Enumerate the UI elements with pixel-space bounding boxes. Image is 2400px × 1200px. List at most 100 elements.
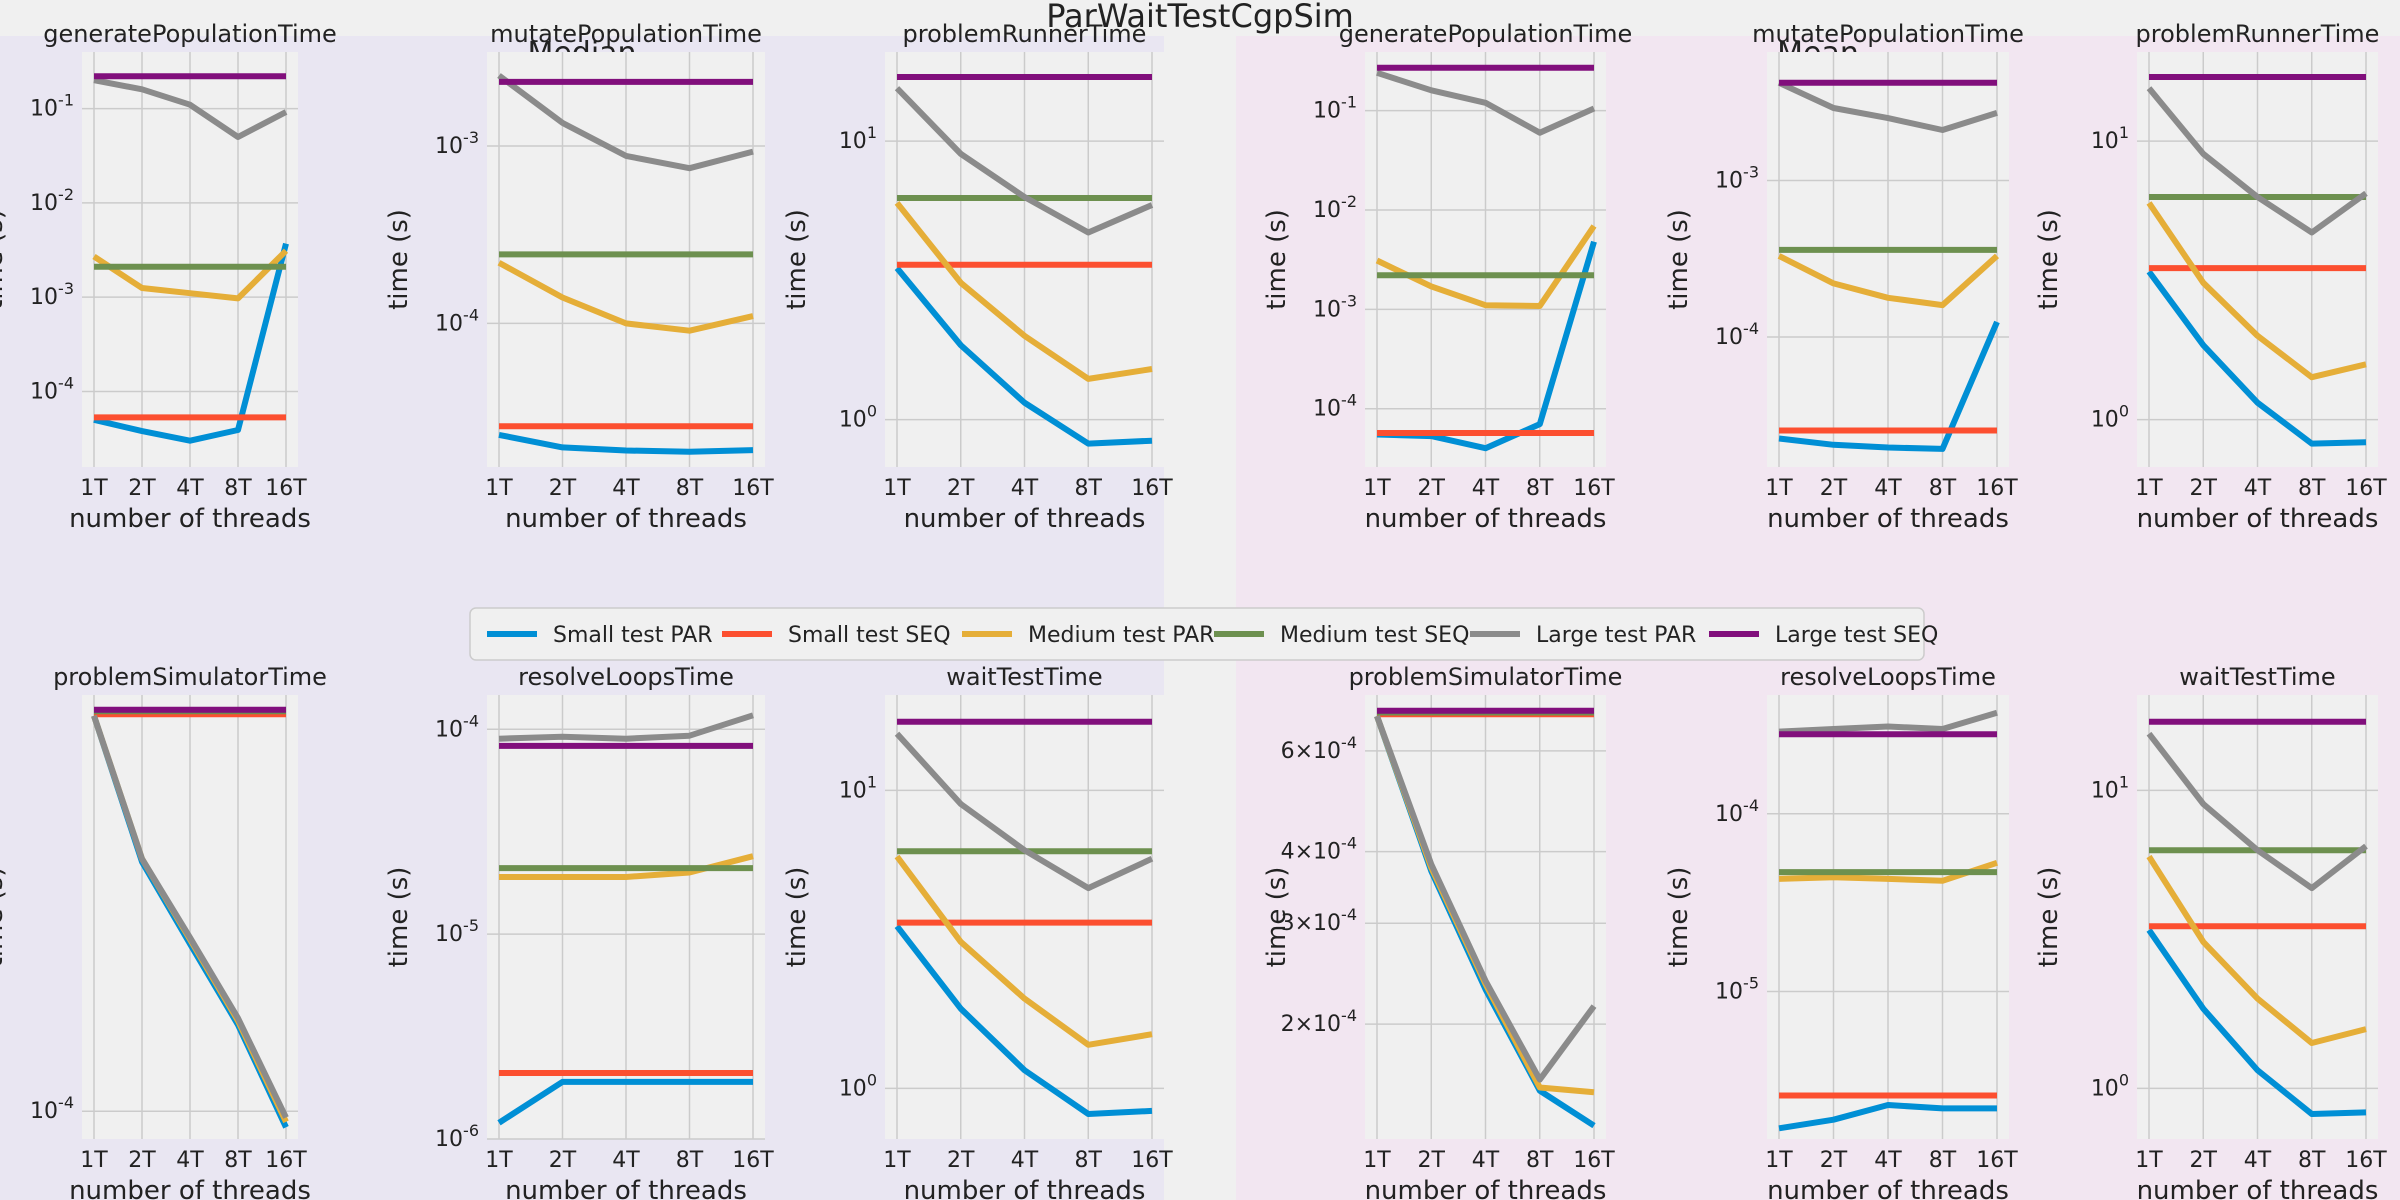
- subplot-title: waitTestTime: [946, 663, 1102, 691]
- x-tick-label: 2T: [128, 1148, 156, 1173]
- x-tick-label: 1T: [80, 476, 108, 501]
- series-line-large-test-par: [2146, 86, 2368, 236]
- x-tick-label: 1T: [2135, 476, 2163, 501]
- x-axis-label: number of threads: [1365, 1176, 1607, 1200]
- subplot-mean-resolveLoopsTime: 1T 2T 4T 8T 16T 10-4 10-5 resolveLoopsTime numbe…: [1664, 663, 2018, 1200]
- subplot-mean-mutatePopulationTime: 1T 2T 4T 8T 16T 10-3 10-4 mutatePopulationTime n…: [1664, 20, 2024, 534]
- subplot-title: generatePopulationTime: [1339, 20, 1633, 48]
- x-tick-label: 2T: [1820, 476, 1848, 501]
- series-line-large-test-par: [894, 86, 1154, 236]
- y-tick-label: 10-4: [435, 711, 479, 742]
- subplot-title: problemSimulatorTime: [1349, 663, 1623, 691]
- subplot-median-problemSimulatorTime: 1T 2T 4T 8T 16T 10-4 problemSimulatorTime numbe…: [0, 663, 327, 1200]
- x-tick-label: 1T: [883, 1148, 911, 1173]
- subplot-title: mutatePopulationTime: [1752, 20, 2024, 48]
- x-tick-label: 4T: [1011, 1148, 1039, 1173]
- y-tick-label: 10-2: [1313, 192, 1357, 223]
- x-tick-label: 16T: [1131, 1148, 1173, 1173]
- subplot-title: resolveLoopsTime: [518, 663, 734, 691]
- subplot-title: waitTestTime: [2179, 663, 2335, 691]
- y-tick-label: 10-2: [30, 185, 74, 216]
- x-tick-label: 4T: [2244, 476, 2272, 501]
- x-tick-label: 2T: [1820, 1148, 1848, 1173]
- x-tick-label: 8T: [1929, 476, 1957, 501]
- x-tick-label: 16T: [732, 476, 774, 501]
- legend-label: Small test SEQ: [788, 623, 951, 648]
- x-tick-label: 2T: [128, 476, 156, 501]
- x-tick-label: 8T: [1075, 1148, 1103, 1173]
- subplot-mean-problemSimulatorTime: 1T 2T 4T 8T 16T 6×10-4 4×10-4 3×10-4 2×10-4 probl…: [1262, 663, 1622, 1200]
- subplot-title: problemRunnerTime: [2136, 20, 2380, 48]
- y-axis-label: time (s): [1664, 867, 1694, 968]
- x-tick-label: 16T: [1131, 476, 1173, 501]
- y-axis-label: time (s): [1262, 867, 1292, 968]
- series-line-large-test-par: [2146, 731, 2368, 892]
- y-tick-label: 10-4: [1313, 391, 1357, 422]
- x-axis-label: number of threads: [2137, 1176, 2379, 1200]
- legend-label: Small test PAR: [553, 623, 713, 648]
- x-tick-label: 16T: [1573, 476, 1615, 501]
- y-tick-label: 10-3: [435, 128, 479, 159]
- y-tick-label: 10-3: [1715, 162, 1759, 193]
- x-tick-label: 2T: [549, 1148, 577, 1173]
- y-tick-label: 10-4: [30, 1093, 74, 1124]
- x-tick-label: 4T: [1011, 476, 1039, 501]
- y-tick-label: 10-5: [1715, 974, 1759, 1005]
- series-line-small-test-par: [894, 266, 1153, 447]
- y-tick-label: 2×10-4: [1281, 1006, 1357, 1037]
- x-tick-label: 4T: [612, 1148, 640, 1173]
- subplot-mean-problemRunnerTime: 1T 2T 4T 8T 16T 101 100 problemRunnerTime number…: [2034, 20, 2387, 534]
- subplot-title: generatePopulationTime: [43, 20, 337, 48]
- y-tick-label: 10-5: [435, 916, 479, 947]
- y-axis-label: time (s): [1262, 209, 1292, 310]
- x-axis-label: number of threads: [2137, 504, 2379, 534]
- series-line-large-test-par: [91, 714, 289, 1119]
- series-line-medium-test-par: [1777, 253, 2000, 309]
- y-tick-label: 100: [2091, 1070, 2129, 1101]
- series-line-medium-test-par: [894, 854, 1153, 1048]
- subplot-title: problemRunnerTime: [903, 20, 1147, 48]
- series-line-large-test-par: [1777, 80, 1998, 133]
- series-line-large-test-par: [894, 731, 1154, 892]
- x-axis-label: number of threads: [904, 1176, 1146, 1200]
- x-tick-label: 8T: [1929, 1148, 1957, 1173]
- subplot-title: resolveLoopsTime: [1780, 663, 1996, 691]
- x-tick-label: 8T: [676, 1148, 704, 1173]
- legend-box: [469, 607, 1925, 661]
- y-tick-label: 10-6: [435, 1121, 479, 1152]
- legend-label: Medium test SEQ: [1280, 623, 1469, 648]
- series-line-large-test-par: [1778, 709, 1998, 735]
- subplot-median-generatePopulationTime: 1T 2T 4T 8T 16T 10-1 10-2 10-3 10-4 generatePopul…: [0, 20, 337, 534]
- x-tick-label: 16T: [265, 476, 307, 501]
- x-axis-label: number of threads: [69, 1176, 311, 1200]
- x-tick-label: 4T: [1874, 476, 1902, 501]
- x-tick-label: 16T: [2345, 1148, 2387, 1173]
- y-tick-label: 10-4: [1715, 796, 1759, 827]
- x-tick-label: 1T: [1363, 476, 1391, 501]
- x-tick-label: 1T: [883, 476, 911, 501]
- x-tick-label: 8T: [224, 476, 252, 501]
- y-axis-label: time (s): [0, 867, 9, 968]
- x-tick-label: 8T: [2298, 1148, 2326, 1173]
- x-tick-label: 16T: [265, 1148, 307, 1173]
- series-line-medium-test-par: [497, 260, 754, 334]
- y-axis-label: time (s): [384, 867, 414, 968]
- x-tick-label: 1T: [2135, 1148, 2163, 1173]
- x-tick-label: 2T: [947, 1148, 975, 1173]
- series-line-small-test-par: [93, 242, 289, 444]
- x-tick-label: 16T: [1976, 1148, 2018, 1173]
- y-tick-label: 101: [839, 123, 877, 154]
- subplot-median-mutatePopulationTime: 1T 2T 4T 8T 16T 10-3 10-4 mutatePopulationTime n…: [384, 20, 774, 534]
- y-tick-label: 6×10-4: [1281, 733, 1357, 764]
- y-tick-label: 10-4: [30, 373, 74, 404]
- x-tick-label: 2T: [2190, 1148, 2218, 1173]
- y-axis-label: time (s): [2034, 209, 2064, 310]
- x-tick-label: 2T: [549, 476, 577, 501]
- x-tick-label: 1T: [485, 1148, 513, 1173]
- y-tick-label: 10-3: [30, 279, 74, 310]
- x-axis-label: number of threads: [1767, 504, 2009, 534]
- legend-label: Medium test PAR: [1028, 623, 1214, 648]
- x-tick-label: 8T: [1075, 476, 1103, 501]
- x-axis-label: number of threads: [1365, 504, 1607, 534]
